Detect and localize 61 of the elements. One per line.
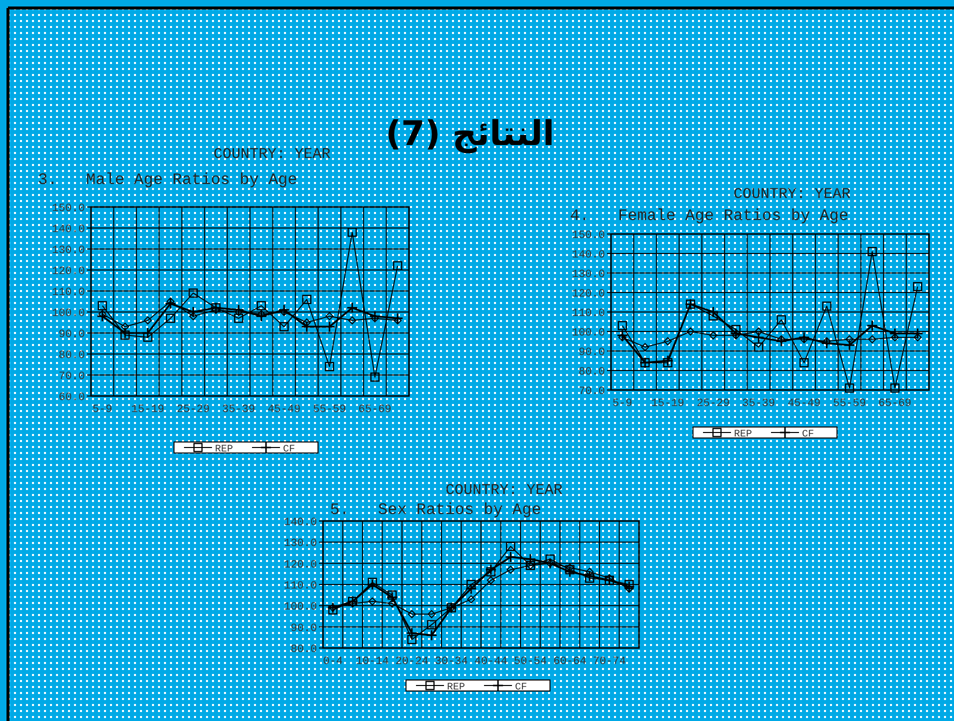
y-tick-label: 90.0 — [578, 347, 605, 359]
x-tick-label: 60-64 — [553, 656, 587, 668]
chart-subtitle: 5. Sex Ratios by Age — [330, 501, 542, 519]
x-tick-label: 55-59 — [312, 404, 346, 416]
x-tick-label: 25-29 — [176, 404, 210, 416]
legend-label: REP — [734, 430, 752, 440]
x-tick-label: 45-49 — [788, 398, 821, 410]
y-tick-label: 130.0 — [52, 245, 85, 257]
chart-title: COUNTRY: YEAR — [445, 482, 563, 499]
y-tick-label: 120.0 — [572, 288, 605, 300]
x-tick-label: 15-19 — [651, 398, 684, 410]
legend-label: CF — [283, 444, 296, 456]
x-tick-label: 15-19 — [131, 404, 164, 416]
legend-label: REP — [447, 682, 466, 694]
x-tick-label: 35-39 — [742, 398, 776, 410]
x-tick-label: 65-69 — [358, 404, 392, 416]
y-tick-label: 70.0 — [578, 386, 605, 398]
y-tick-label: 90.0 — [58, 329, 85, 341]
y-tick-label: 150.0 — [52, 203, 85, 215]
y-tick-label: 140.0 — [572, 250, 605, 262]
y-tick-label: 140.0 — [52, 224, 85, 236]
chart-title: COUNTRY: YEAR — [733, 186, 851, 203]
y-tick-label: 80.0 — [58, 350, 85, 362]
x-tick-label: 35-39 — [222, 404, 256, 416]
x-tick-label: 25-29 — [696, 398, 730, 410]
y-tick-label: 100.0 — [284, 602, 317, 614]
chart-subtitle: 3. Male Age Ratios by Age — [38, 171, 298, 189]
x-tick-label: 0-4 — [322, 656, 344, 668]
y-tick-label: 140.0 — [284, 517, 317, 529]
y-tick-label: 100.0 — [52, 308, 85, 320]
y-tick-label: 120.0 — [284, 559, 317, 572]
x-tick-label: 55-59 — [832, 398, 866, 410]
x-tick-label: 10-14 — [356, 656, 390, 668]
y-tick-label: 90.0 — [290, 622, 317, 635]
y-tick-label: 110.0 — [284, 580, 317, 592]
y-tick-label: 150.0 — [572, 230, 605, 242]
legend-label: CF — [515, 682, 528, 694]
x-tick-label: 40-44 — [474, 656, 508, 668]
x-tick-label: 65-69 — [878, 398, 912, 410]
chart-title: COUNTRY: YEAR — [213, 146, 331, 163]
legend-label: REP — [215, 444, 234, 456]
y-tick-label: 110.0 — [572, 308, 605, 320]
y-tick-label: 80.0 — [290, 644, 317, 656]
x-tick-label: 30-34 — [434, 656, 468, 668]
y-tick-label: 80.0 — [578, 366, 605, 378]
y-tick-label: 110.0 — [52, 287, 85, 299]
y-tick-label: 100.0 — [572, 328, 605, 340]
x-tick-label: 5-9 — [92, 404, 112, 416]
x-tick-label: 5-9 — [612, 398, 632, 410]
x-tick-label: 70-74 — [592, 656, 626, 668]
legend-label: CF — [802, 430, 814, 440]
x-tick-label: 50-54 — [514, 656, 548, 668]
y-tick-label: 130.0 — [572, 269, 605, 281]
x-tick-label: 45-49 — [268, 404, 301, 416]
y-tick-label: 70.0 — [58, 371, 85, 383]
chart-subtitle: 4. Female Age Ratios by Age — [570, 207, 848, 225]
y-tick-label: 120.0 — [52, 266, 85, 278]
x-tick-label: 20-24 — [395, 656, 429, 668]
y-tick-label: 60.0 — [58, 392, 85, 404]
y-tick-label: 130.0 — [284, 538, 317, 550]
text: النتائج (7) — [386, 114, 554, 154]
